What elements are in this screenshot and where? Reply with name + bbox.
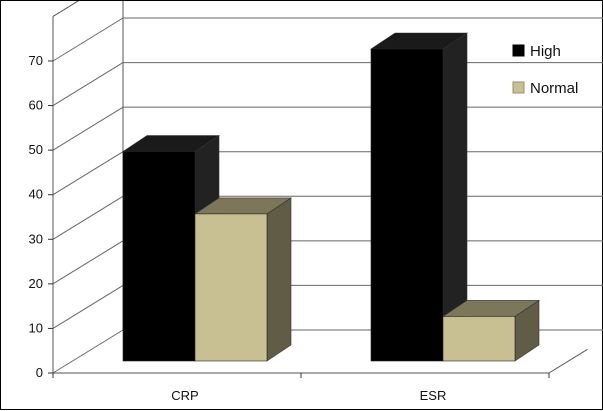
- gridline-diagonal: [52, 151, 124, 196]
- bars: [122, 32, 540, 362]
- y-tick-label: 10: [29, 320, 43, 335]
- legend-swatch: [512, 44, 525, 57]
- bar-front: [122, 151, 196, 362]
- y-tick-label: 40: [29, 187, 43, 202]
- y-tick-label: 20: [29, 276, 43, 291]
- x-tick-label: ESR: [420, 388, 447, 403]
- legend-label: High: [530, 43, 561, 60]
- x-tick-label: CRP: [171, 388, 198, 403]
- bar-normal-crp: [194, 197, 292, 362]
- y-tick-label: 50: [29, 142, 43, 157]
- bar-side: [266, 197, 292, 362]
- y-tick-label: 60: [29, 98, 43, 113]
- bar-normal-esr: [442, 299, 540, 362]
- y-tick-label: 70: [29, 53, 43, 68]
- y-tick-label: 0: [36, 365, 43, 380]
- bar-front: [194, 213, 268, 362]
- legend-label: Normal: [530, 80, 578, 97]
- gridline-diagonal: [52, 329, 124, 374]
- legend: High Normal: [512, 43, 578, 97]
- gridline-diagonal: [52, 106, 124, 151]
- gridline-diagonal: [52, 17, 124, 62]
- gridline-diagonal: [52, 62, 124, 106]
- floor-right-edge: [548, 348, 588, 374]
- gridline-diagonal: [52, 240, 124, 285]
- x-axis-labels: CRP ESR: [171, 388, 446, 403]
- bar-front: [442, 316, 516, 362]
- y-tick-label: 30: [29, 231, 43, 246]
- side-wall-top-edge: [52, 1, 80, 17]
- bar-high-esr: [370, 32, 468, 362]
- bar-front: [370, 48, 444, 362]
- gridline-diagonal: [52, 285, 124, 329]
- gridline-diagonal: [52, 195, 124, 240]
- legend-swatch: [512, 81, 525, 94]
- y-axis: 0 10 20 30 40 50 60 70: [29, 53, 550, 380]
